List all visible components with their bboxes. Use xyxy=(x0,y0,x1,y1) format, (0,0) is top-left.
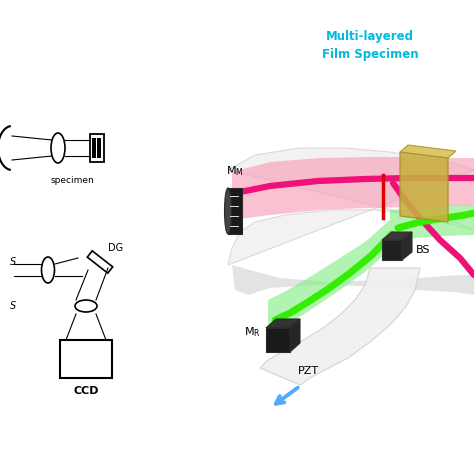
Polygon shape xyxy=(400,152,448,222)
Bar xyxy=(60,340,112,378)
Text: BS: BS xyxy=(416,245,430,255)
Bar xyxy=(90,134,104,162)
Bar xyxy=(382,240,402,260)
Text: M$_\mathregular{R}$: M$_\mathregular{R}$ xyxy=(244,325,261,339)
Polygon shape xyxy=(382,232,412,240)
Bar xyxy=(92,138,96,158)
Polygon shape xyxy=(232,157,474,220)
Text: specimen: specimen xyxy=(50,176,94,185)
Text: PZT: PZT xyxy=(298,366,319,376)
Text: Multi-layered
Film Specimen: Multi-layered Film Specimen xyxy=(322,30,419,61)
Text: S: S xyxy=(10,257,16,267)
Polygon shape xyxy=(228,148,474,265)
Polygon shape xyxy=(266,319,300,328)
Text: M$_\mathregular{M}$: M$_\mathregular{M}$ xyxy=(226,164,244,178)
Polygon shape xyxy=(268,220,390,332)
Text: S: S xyxy=(10,301,16,311)
Text: CCD: CCD xyxy=(73,386,99,396)
Polygon shape xyxy=(87,251,113,273)
Ellipse shape xyxy=(225,188,231,234)
Polygon shape xyxy=(390,205,474,240)
Polygon shape xyxy=(400,145,456,158)
Polygon shape xyxy=(260,268,420,385)
Bar xyxy=(266,328,290,352)
Bar xyxy=(97,138,101,158)
Polygon shape xyxy=(232,265,474,295)
Bar xyxy=(228,188,242,234)
Text: DG: DG xyxy=(108,243,123,253)
Polygon shape xyxy=(290,319,300,352)
Polygon shape xyxy=(402,232,412,260)
